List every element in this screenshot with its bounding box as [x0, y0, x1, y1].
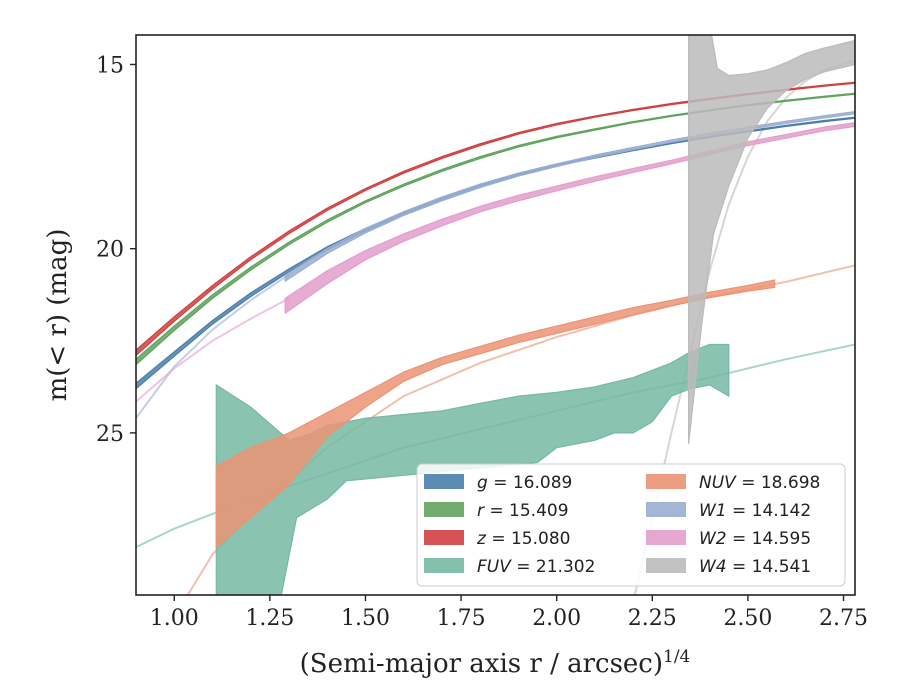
- y-tick-label: 15: [96, 53, 124, 78]
- legend-label-fuv: FUV = 21.302: [477, 557, 595, 577]
- legend-label-g: g = 16.089: [477, 473, 572, 493]
- plot-frame: [135, 34, 856, 596]
- x-tick-label: 1.25: [245, 606, 294, 631]
- x-axis-label: (Semi-major axis r / arcsec)1/4: [300, 647, 691, 679]
- legend-swatch-w1: [646, 502, 686, 517]
- legend-label-z: z = 15.080: [476, 529, 570, 549]
- w4-band: [687, 35, 855, 444]
- w1-model-line: [136, 273, 290, 419]
- x-tick-label: 1.50: [341, 606, 390, 631]
- legend-label-r: r = 15.409: [477, 501, 569, 521]
- x-tick-label: 1.75: [437, 606, 486, 631]
- x-tick-label: 2.25: [628, 606, 677, 631]
- legend-swatch-z: [424, 530, 464, 545]
- legend-label-nuv: NUV = 18.698: [699, 473, 820, 493]
- x-tick-label: 1.00: [150, 606, 199, 631]
- x-tick-label: 2.75: [819, 606, 868, 631]
- legend-swatch-r: [424, 502, 464, 517]
- y-tick-label: 20: [96, 238, 124, 263]
- legend-swatch-nuv: [646, 474, 686, 489]
- legend-label-w2: W2 = 14.595: [699, 529, 811, 549]
- legend-box: [416, 463, 846, 587]
- w2-band: [284, 122, 855, 315]
- legend-swatch-w2: [646, 530, 686, 545]
- r-band: [136, 92, 855, 366]
- x-tick-label: 2.00: [532, 606, 581, 631]
- z-band: [136, 81, 855, 357]
- fuv-band: [215, 343, 730, 595]
- nuv-band: [215, 279, 776, 549]
- y-tick-label: 25: [96, 422, 124, 447]
- w1-band: [284, 110, 855, 283]
- w2-model-line: [136, 297, 290, 403]
- legend-swatch-w4: [646, 558, 686, 573]
- legend-label-w4: W4 = 14.541: [699, 557, 811, 577]
- legend-swatch-fuv: [424, 558, 464, 573]
- y-axis-label: m(< r) (mag): [43, 229, 73, 402]
- w4-model-line: [633, 59, 855, 595]
- axis-ticks: 1.00 1.25 1.50 1.75 2.00 2.25 2.50 2.75 15 20 25: [96, 53, 868, 631]
- x-tick-label: 2.50: [723, 606, 772, 631]
- data-bands: [136, 35, 855, 595]
- legend-label-w1: W1 = 14.142: [699, 501, 811, 521]
- legend-swatch-g: [424, 474, 464, 489]
- legend: g = 16.089 r = 15.409 z = 15.080 FUV = 21.3…: [416, 463, 846, 587]
